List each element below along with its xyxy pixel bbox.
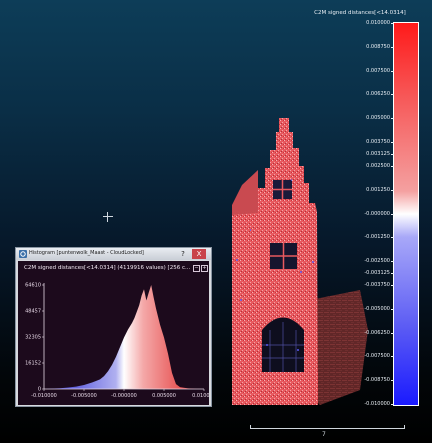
upper-window-mullion xyxy=(270,243,297,269)
scale-tick-label: 0.006250 xyxy=(366,91,390,98)
histogram-header: C2M signed distances[<14.0314] (4119916 … xyxy=(24,265,191,271)
scale-tick-label: -0.002500 xyxy=(364,258,390,265)
scale-tick-label: -0.006250 xyxy=(364,329,390,336)
gable-window-mullion xyxy=(273,180,292,199)
scale-tick-label: 0.005000 xyxy=(366,115,390,122)
metric-scale-line xyxy=(250,428,405,429)
scale-tick-label: -0.001250 xyxy=(364,234,390,241)
y-tick-label: 0 xyxy=(38,387,41,393)
scale-tick-label: 0.003750 xyxy=(366,139,390,146)
y-tick-label: 32305 xyxy=(25,335,41,341)
scale-tick-mark xyxy=(391,356,394,358)
y-tick-label: 64610 xyxy=(25,283,41,289)
scale-tick-mark xyxy=(391,332,394,334)
blue-speckles xyxy=(236,179,314,351)
scale-tick-mark xyxy=(391,46,394,48)
histogram-panel: C2M signed distances[<14.0314] (4119916 … xyxy=(18,261,209,405)
y-tick-label: 16152 xyxy=(25,361,41,367)
zoom-in-button[interactable]: + xyxy=(201,265,208,272)
scale-tick-label: -0.003750 xyxy=(364,281,390,288)
scale-tick-label: 0.007500 xyxy=(366,67,390,74)
scale-bar-title: C2M signed distances[<14.0314] xyxy=(314,10,406,16)
scale-tick-mark xyxy=(391,380,394,382)
scale-tick-mark xyxy=(391,261,394,263)
color-scale-bar xyxy=(393,22,419,406)
scale-tick-mark xyxy=(391,213,394,215)
doorway-grid xyxy=(262,322,304,372)
scale-tick-mark xyxy=(391,23,394,24)
scale-tick-mark xyxy=(391,273,394,275)
x-tick-label: 0.010000 xyxy=(192,393,209,399)
scale-tick-label: 0.002500 xyxy=(366,162,390,169)
scale-tick-mark xyxy=(391,308,394,310)
histogram-title: Histogram [puntenwolk_Maast - CloudLocke… xyxy=(29,250,144,256)
scale-tick-mark xyxy=(391,237,394,239)
scale-tick-label: -0.003125 xyxy=(364,270,390,277)
histogram-dialog[interactable]: Histogram [puntenwolk_Maast - CloudLocke… xyxy=(15,247,212,407)
histogram-plot-area: 0 16152 32305 48457 64610 -0.010000 -0.005000 -… xyxy=(25,283,209,399)
scale-tick-mark xyxy=(391,404,394,405)
scale-tick-label: -0.000000 xyxy=(364,210,390,217)
scale-tick-label: 0.003125 xyxy=(366,150,390,157)
scale-tick-mark xyxy=(391,94,394,96)
metric-scale-cap-right xyxy=(404,425,405,429)
scale-tick-mark xyxy=(391,70,394,72)
zoom-out-button[interactable]: − xyxy=(193,265,200,272)
scale-tick-label: 0.010000 xyxy=(366,20,390,26)
x-tick-label: -0.010000 xyxy=(31,393,57,399)
x-tick-label: -0.000000 xyxy=(111,393,137,399)
scale-tick-mark xyxy=(391,142,394,144)
histogram-chart[interactable]: 0 16152 32305 48457 64610 -0.010000 -0.005000 -… xyxy=(18,261,209,405)
scale-tick-label: -0.010000 xyxy=(364,401,390,407)
scale-tick-mark xyxy=(391,284,394,286)
center-crosshair-icon xyxy=(103,212,113,222)
scale-tick-mark xyxy=(391,153,394,155)
histogram-titlebar[interactable]: Histogram [puntenwolk_Maast - CloudLocke… xyxy=(16,248,211,260)
y-tick-label: 48457 xyxy=(25,309,41,315)
building-base xyxy=(232,372,318,405)
metric-scale-label: 7 xyxy=(322,431,326,438)
scale-tick-label: 0.008750 xyxy=(366,43,390,50)
close-button[interactable]: X xyxy=(192,249,206,259)
scale-tick-mark xyxy=(391,165,394,167)
scale-tick-mark xyxy=(391,189,394,191)
help-button[interactable]: ? xyxy=(181,250,185,258)
scale-tick-label: 0.001250 xyxy=(366,186,390,193)
x-tick-label: -0.005000 xyxy=(71,393,97,399)
x-tick-label: 0.005000 xyxy=(152,393,176,399)
scale-tick-label: -0.008750 xyxy=(364,377,390,384)
cloudcompare-app-icon xyxy=(19,250,27,258)
building-ground-side xyxy=(310,290,368,405)
metric-scale-cap-left xyxy=(250,425,251,429)
scale-tick-label: -0.005000 xyxy=(364,305,390,312)
scale-tick-mark xyxy=(391,118,394,120)
scale-tick-label: -0.007500 xyxy=(364,353,390,360)
histogram-area xyxy=(44,285,204,389)
